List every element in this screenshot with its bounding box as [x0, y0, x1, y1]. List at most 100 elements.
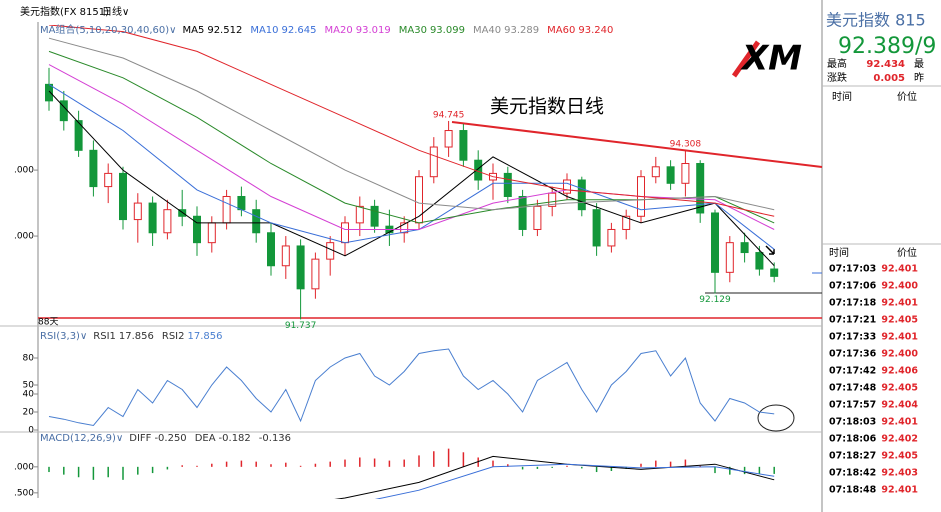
legend-entry: 17.856	[119, 331, 154, 342]
candle-body	[740, 242, 749, 254]
candle-body	[622, 215, 631, 230]
candle-body	[326, 242, 335, 260]
rsi-line	[48, 348, 775, 427]
logo-stroke	[731, 40, 761, 78]
legend-entry: 92.645	[282, 25, 317, 36]
indicator-line	[48, 25, 775, 217]
candle-body	[444, 130, 453, 148]
legend-entry: 93.099	[430, 25, 465, 36]
legend-entry: -0.250	[154, 433, 186, 444]
candle-body	[296, 245, 305, 290]
legend-entry: MA30	[399, 25, 427, 36]
candle-body	[89, 149, 98, 188]
legend-entry: 93.289	[504, 25, 539, 36]
plot-area	[48, 348, 775, 427]
candle-body	[45, 83, 53, 102]
candle-body	[755, 252, 764, 270]
plot-area	[48, 448, 775, 499]
candle-body	[104, 172, 113, 188]
y-tick-label: .000	[14, 462, 34, 472]
highlight-circle	[757, 404, 795, 432]
candle-body	[133, 202, 142, 221]
indicator-selector[interactable]: MACD(12,26,9)∨	[40, 433, 123, 444]
legend-entry: MA5	[182, 25, 204, 36]
corner-label: 88天	[38, 318, 58, 328]
quote-label: 最	[914, 58, 924, 70]
candle-body	[592, 209, 601, 247]
trade-time: 07:18:06	[829, 434, 877, 445]
legend-entry: 93.019	[356, 25, 391, 36]
indicator-line	[48, 64, 775, 230]
trade-price: 92.406	[881, 366, 918, 377]
trade-time: 07:18:27	[829, 451, 876, 462]
logo-bg	[728, 38, 812, 80]
indicator-line	[48, 90, 775, 267]
instrument-title: 美元指数(FX 8151)	[20, 5, 109, 18]
candle-body	[651, 166, 660, 178]
trade-time: 07:17:48	[829, 383, 877, 394]
chart-title: 美元指数日线	[490, 96, 604, 118]
legend-entry: -0.136	[259, 433, 291, 444]
period-selector[interactable]: 日线∨	[102, 5, 129, 18]
quote-label: 昨	[914, 72, 924, 84]
price-annotation: 91.737	[285, 321, 317, 331]
arrow	[765, 245, 775, 255]
price-annotation: 92.129	[699, 295, 731, 305]
candle-body	[163, 209, 172, 234]
trend-line	[451, 121, 823, 168]
candle-body	[281, 245, 290, 267]
candle-body	[548, 192, 557, 207]
trade-time: 07:17:36	[829, 349, 877, 360]
indicator-selector[interactable]: RSI(3,3)∨	[40, 331, 87, 342]
candle-body	[725, 242, 734, 273]
candle-body	[222, 195, 231, 224]
indicator-selector[interactable]: MA组合(5,10,20,30,40,60)∨	[40, 23, 176, 36]
legend-entry: MA60	[547, 25, 575, 36]
trade-price: 92.401	[881, 298, 918, 309]
candle-body	[429, 146, 438, 178]
y-tick-label: .000	[14, 166, 34, 176]
legend-entry: DEA	[195, 433, 216, 444]
trade-price: 92.401	[881, 264, 918, 275]
candle-body	[459, 130, 468, 161]
price-annotation: 94.745	[433, 110, 465, 120]
candle-body	[193, 215, 201, 244]
column-header: 时间	[829, 246, 849, 259]
logo-text: XM	[740, 39, 802, 79]
trade-time: 07:17:18	[829, 298, 877, 309]
legend-entry: MA40	[473, 25, 501, 36]
legend-entry: RSI2	[162, 331, 185, 342]
legend-entry: 92.512	[207, 25, 242, 36]
trade-time: 07:17:57	[829, 400, 876, 411]
trade-price: 92.401	[881, 332, 918, 343]
candle-body	[370, 205, 379, 227]
legend-entry: MA10	[250, 25, 278, 36]
quote-value: 0.005	[873, 73, 905, 84]
trade-price: 92.401	[881, 417, 918, 428]
column-header: 价位	[897, 90, 917, 103]
trade-time: 07:18:48	[829, 485, 877, 496]
y-tick-label: .500	[14, 488, 34, 498]
trade-time: 07:17:42	[829, 366, 876, 377]
candle-body	[607, 228, 616, 247]
logo: XM	[728, 38, 812, 80]
trade-price: 92.405	[881, 315, 918, 326]
candle-body	[696, 163, 705, 214]
y-tick-label: 40	[23, 390, 35, 400]
candle-body	[770, 268, 779, 277]
trade-time: 07:17:06	[829, 281, 877, 292]
candle-body	[119, 172, 127, 221]
y-tick-label: 20	[23, 408, 35, 418]
legend-entry: -0.182	[219, 433, 251, 444]
trade-price: 92.400	[881, 349, 918, 360]
candle-body	[518, 195, 527, 230]
legend-entry: 93.240	[578, 25, 613, 36]
column-header: 价位	[897, 246, 917, 259]
y-tick-label: 0	[28, 426, 34, 436]
candle-body	[178, 209, 187, 217]
candle-body	[311, 258, 320, 290]
candle-body	[207, 222, 216, 244]
trade-time: 07:17:03	[829, 264, 876, 275]
legend-entry: RSI1	[93, 331, 116, 342]
